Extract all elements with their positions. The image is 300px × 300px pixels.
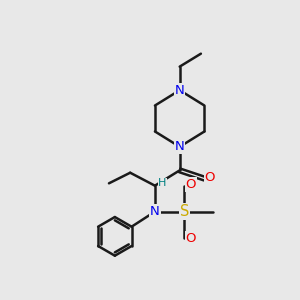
Text: N: N <box>175 140 184 153</box>
Text: N: N <box>150 205 160 218</box>
Text: O: O <box>204 171 215 184</box>
Text: O: O <box>186 232 196 245</box>
Text: H: H <box>158 178 167 188</box>
Text: O: O <box>186 178 196 191</box>
Text: N: N <box>175 84 184 97</box>
Text: S: S <box>180 204 189 219</box>
